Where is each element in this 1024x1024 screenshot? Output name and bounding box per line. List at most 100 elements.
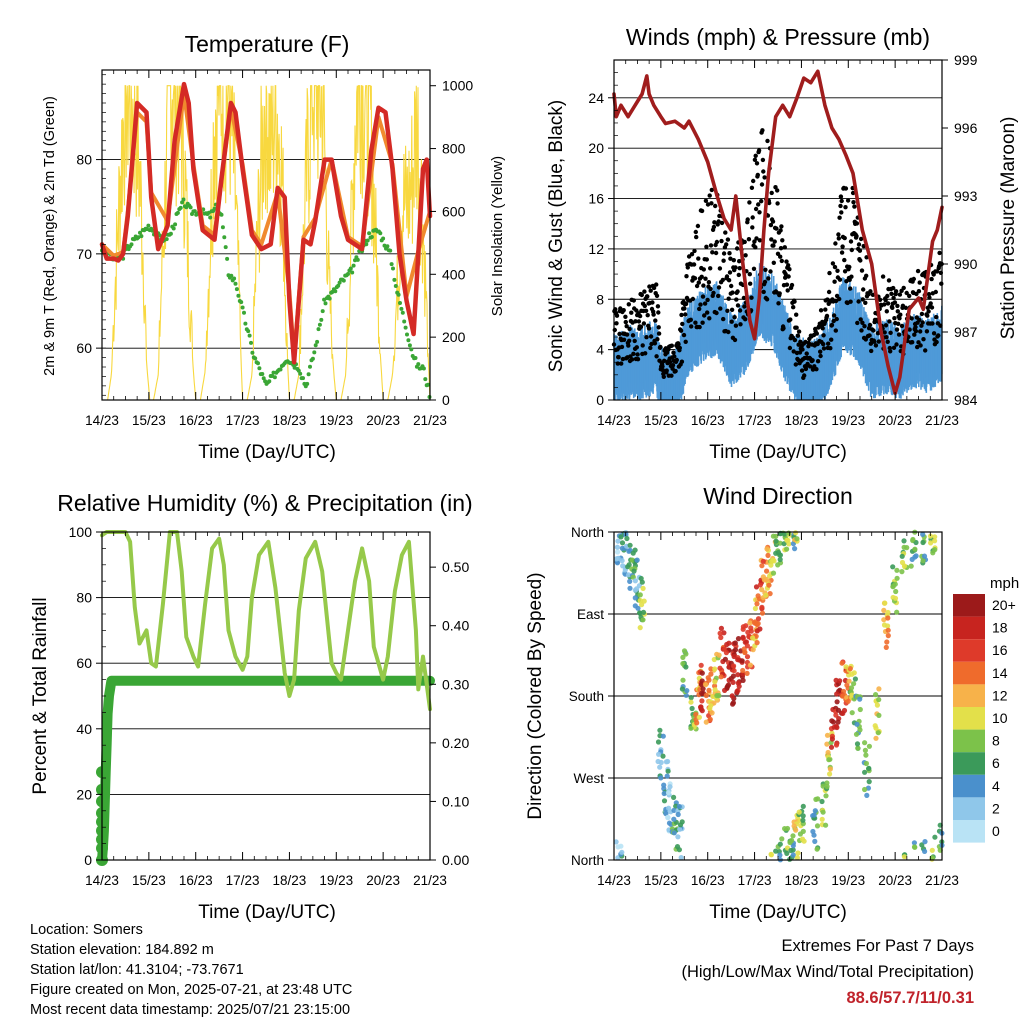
wind-direction-point [864,792,870,799]
gust-point [632,338,637,344]
humidity-data-layer [96,530,435,866]
gust-point [838,194,844,199]
gust-point [752,157,758,162]
gust-point [885,301,891,306]
gust-point [677,345,682,351]
y-tick-label: 4 [596,342,604,358]
wind-direction-point [614,560,621,566]
wind-direction-point [833,723,839,729]
gust-point [918,343,923,348]
wind-direction-point [661,790,667,797]
gust-point [709,187,714,193]
wind-direction-point [866,779,872,785]
gust-point [877,297,883,302]
gust-point [857,248,863,253]
dewpoint-point [341,278,346,283]
wind-direction-point [843,664,849,670]
gust-point [778,246,784,251]
gust-point [719,238,724,244]
x-tick-label: 16/23 [179,413,213,428]
gust-point [697,306,702,312]
wind-direction-point [882,600,888,606]
gust-point [682,306,687,311]
gust-point [839,250,845,255]
gust-point [616,355,621,360]
wind-direction-point [881,622,888,628]
gust-point [882,302,887,307]
gust-point [780,238,785,243]
gust-point [705,310,710,315]
gust-point [796,329,802,334]
dewpoint-point [310,356,315,361]
wind-direction-point [724,641,730,648]
gust-point [921,337,926,342]
gust-point [721,251,727,256]
gust-point [726,278,732,283]
wind-direction-point [828,744,835,750]
wind-direction-point [747,620,753,626]
gust-point [755,172,760,178]
gust-point [669,343,674,348]
y2-tick-label: 0.10 [442,793,469,809]
gust-point [855,320,860,326]
wind-direction-point [757,582,764,588]
gust-point [698,302,703,307]
gust-point [818,308,824,313]
gust-point [845,198,851,203]
wind-direction-point [862,740,868,746]
dewpoint-point [367,231,372,236]
dewpoint-point [306,372,311,377]
wind-direction-point [840,710,846,717]
gust-point [674,357,679,363]
wind-direction-point [901,544,907,550]
dewpoint-point [313,343,318,348]
elevation-text: Station elevation: 184.892 m [30,942,214,958]
wind-direction-point [823,793,829,799]
gust-point [612,327,617,333]
wind-direction-point [619,558,625,564]
gust-point [741,295,747,301]
wind-direction-point [703,682,709,688]
temperature-y-left-label: 2m & 9m T (Red, Orange) & 2m Td (Green) [42,96,58,376]
legend-swatch [953,684,985,707]
wind-direction-point [627,585,633,591]
wind-direction-point [743,623,749,629]
gust-point [923,348,928,353]
wind-direction-point [754,621,760,628]
gust-point [844,279,849,284]
gust-point [672,354,677,359]
wind-direction-point [901,563,908,569]
gust-point [834,293,840,299]
gust-point [743,253,748,258]
wind-direction-point [830,719,837,725]
dewpoint-point [409,347,414,352]
wind-direction-point [845,698,851,704]
gust-point [863,300,868,305]
wind-direction-point [833,712,839,718]
gust-point [887,319,892,324]
wind-direction-point [876,712,882,719]
wind-direction-point [730,701,736,707]
gust-point [623,319,628,325]
wind-direction-point [748,628,754,634]
wind-direction-point [680,654,686,661]
gust-point [648,345,653,351]
gust-point [633,319,638,324]
wind-direction-ticks: 14/23 15/23 16/23 17/23 18/23 19/23 20/23 21/23… [569,525,959,888]
gust-point [656,325,661,330]
gust-point [916,340,921,345]
wind-direction-point [665,814,671,821]
wind-direction-point [723,650,730,656]
wind-direction-point [706,677,712,683]
wind-direction-point [721,630,727,636]
gust-point [658,344,663,350]
wind-direction-point [640,585,646,592]
solar-insolation-line [102,85,431,401]
dewpoint-point [220,225,225,230]
wind-direction-point [792,546,798,552]
wind-direction-point [899,569,905,575]
gust-point [793,362,798,367]
dewpoint-point [327,296,332,301]
gust-point [936,333,941,338]
dewpoint-point [219,212,224,217]
